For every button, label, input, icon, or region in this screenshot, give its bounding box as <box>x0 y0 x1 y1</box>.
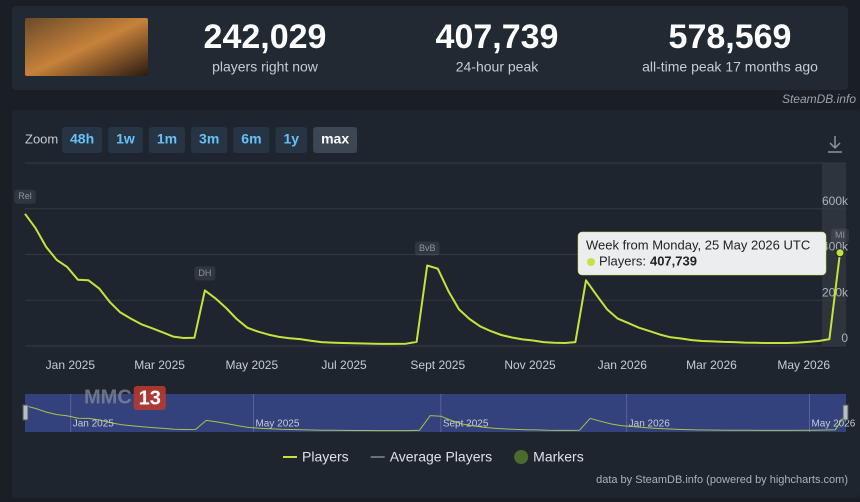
zoom-button-label: 3m <box>199 131 219 147</box>
tooltip-dot <box>587 258 595 266</box>
stat-value: 578,569 <box>669 18 792 56</box>
navigator-tick-label: May 2025 <box>255 419 299 430</box>
marker-label: BvB <box>419 243 436 253</box>
stat-label: players right now <box>212 59 319 75</box>
zoom-button[interactable]: 3m <box>191 127 228 153</box>
zoom-button[interactable]: 1m <box>148 127 186 153</box>
stat-value: 407,739 <box>436 18 559 56</box>
tooltip-value: 407,739 <box>650 253 697 268</box>
watermark: MMC <box>84 386 132 408</box>
navigator-tick-label: Jan 2025 <box>73 419 115 430</box>
game-image <box>25 18 148 76</box>
zoom-button-label: 1y <box>284 131 300 147</box>
series-line <box>24 213 841 345</box>
stat-value: 242,029 <box>204 18 327 56</box>
y-tick-label: 0 <box>841 331 848 345</box>
navigator: Jan 2025 May 2025 Sept 2025 Jan 2026 May 202… <box>22 386 856 432</box>
legend-label: Markers <box>533 449 584 465</box>
x-tick-label: Mar 2026 <box>686 358 737 372</box>
tooltip-title: Week from Monday, 25 May 2026 UTC <box>586 237 810 252</box>
legend-label: Average Players <box>390 449 492 465</box>
event-marker: DH <box>194 266 216 281</box>
legend: Players Average Players Markers <box>283 449 584 465</box>
zoom-button-label: 6m <box>241 131 261 147</box>
zoom-button-label: max <box>321 131 349 147</box>
watermark-badge <box>133 386 166 410</box>
source: SteamDB.info <box>782 92 856 106</box>
legend-label: Players <box>302 449 349 465</box>
navigator-handle[interactable] <box>22 404 29 421</box>
tooltip-bg <box>577 231 827 276</box>
zoom-button-bg <box>62 127 103 153</box>
zoom-button-bg <box>233 127 270 153</box>
zoom-button-label: 1w <box>116 131 135 147</box>
marker-bg <box>414 241 440 256</box>
x-tick-label: Sept 2025 <box>410 358 465 372</box>
x-tick-label: Jan 2025 <box>46 358 96 372</box>
tooltip-label: Players: <box>599 253 646 268</box>
download-button[interactable] <box>828 136 842 153</box>
zoom-button-bg <box>191 127 228 153</box>
navigator-tick-label: May 2026 <box>811 419 855 430</box>
header-card <box>12 6 848 90</box>
hover-point <box>835 248 845 258</box>
legend-item[interactable]: Markers <box>514 449 584 465</box>
x-tick-label: May 2026 <box>777 358 830 372</box>
credits: data by SteamDB.info (powered by highcha… <box>596 474 848 486</box>
stat-label: 24-hour peak <box>456 59 540 75</box>
y-tick-label: 600k <box>822 194 849 208</box>
watermark-number: 13 <box>139 387 161 409</box>
tooltip: Week from Monday, 25 May 2026 UTCPlayers… <box>577 231 827 276</box>
x-tick-label: Jan 2026 <box>598 358 648 372</box>
marker-label: DH <box>198 268 211 278</box>
zoom-button-bg <box>108 127 143 153</box>
zoom-label: Zoom <box>25 131 58 146</box>
zoom-button[interactable]: 48h <box>62 127 103 153</box>
marker-label: MI <box>835 230 845 240</box>
legend-symbol <box>514 450 529 464</box>
zoom-button-bg <box>313 127 358 153</box>
event-marker: BvB <box>414 241 440 256</box>
zoom-button[interactable]: max <box>313 127 358 153</box>
event-marker: Rel <box>14 189 36 204</box>
zoom-button-bg <box>275 127 308 153</box>
marker-label: Rel <box>18 191 32 201</box>
legend-item[interactable]: Players <box>283 449 349 465</box>
stat-label: all-time peak 17 months ago <box>642 59 818 75</box>
zoom-button-bg <box>148 127 186 153</box>
navigator-line <box>24 405 847 432</box>
marker-bg <box>194 266 216 281</box>
zoom-buttons: 48h 1w 1m 3m 6m 1y max <box>62 127 358 153</box>
zoom-button[interactable]: 1w <box>108 127 143 153</box>
zoom-button[interactable]: 6m <box>233 127 270 153</box>
x-tick-label: Nov 2025 <box>504 358 556 372</box>
zoom-button-label: 48h <box>70 131 94 147</box>
navigator-tick-label: Jan 2026 <box>629 419 671 430</box>
navigator-handle[interactable] <box>842 404 849 421</box>
event-marker: MI <box>831 228 849 243</box>
zoom-button[interactable]: 1y <box>275 127 308 153</box>
marker-bg <box>831 228 849 243</box>
zoom-button-label: 1m <box>157 131 177 147</box>
x-tick-label: May 2025 <box>225 358 278 372</box>
marker-bg <box>14 189 36 204</box>
legend-item[interactable]: Average Players <box>370 449 492 465</box>
chart-card <box>12 110 860 498</box>
x-tick-label: Jul 2025 <box>321 358 367 372</box>
x-tick-label: Mar 2025 <box>134 358 185 372</box>
